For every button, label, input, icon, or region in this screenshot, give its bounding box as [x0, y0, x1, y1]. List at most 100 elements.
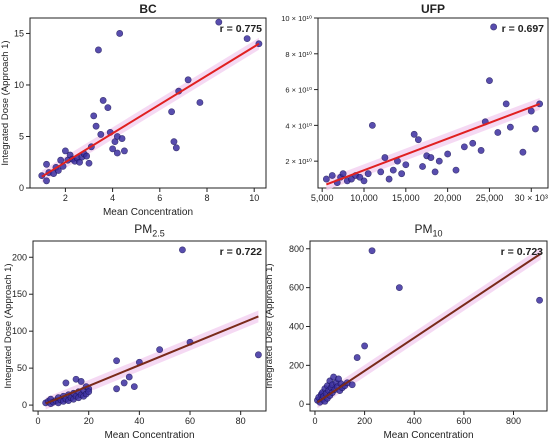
data-point	[398, 170, 406, 178]
data-point	[172, 144, 180, 152]
x-axis-label: Mean Concentration	[103, 207, 193, 218]
data-point	[243, 35, 251, 43]
chart-title-main: PM	[414, 222, 433, 236]
data-point	[116, 30, 124, 37]
y-tick-label: 200	[289, 360, 304, 370]
x-axis-label: Mean Concentration	[383, 430, 473, 441]
data-point	[90, 112, 98, 120]
y-tick-label: 600	[289, 283, 304, 293]
data-point	[43, 160, 50, 168]
x-tick-label: 2	[63, 193, 68, 203]
data-point	[414, 136, 422, 144]
data-point	[170, 138, 178, 146]
data-point	[348, 381, 356, 389]
y-tick-label: 0	[299, 399, 304, 409]
y-tick-label: 800	[289, 244, 304, 254]
data-point	[43, 177, 50, 185]
data-point	[469, 139, 477, 147]
data-point	[532, 125, 539, 133]
data-point	[113, 357, 120, 365]
data-point	[402, 161, 410, 169]
data-point	[460, 143, 468, 151]
x-tick-label: 25,000	[476, 193, 504, 203]
chart-title: PM2.5	[33, 222, 266, 238]
y-tick-label: 6 × 10¹⁰	[285, 86, 312, 95]
x-tick-label: 80	[236, 416, 246, 426]
y-tick-label: 5	[19, 131, 24, 141]
data-point	[97, 131, 105, 138]
chart-title: BC	[139, 2, 157, 16]
data-point	[364, 170, 372, 178]
data-point	[494, 129, 502, 136]
regression-line	[316, 252, 542, 404]
data-point	[120, 379, 128, 387]
y-tick-label: 150	[12, 289, 27, 299]
y-tick-label: 10 × 10¹⁰	[281, 14, 312, 23]
x-tick-label: 40	[134, 416, 144, 426]
data-point	[385, 175, 393, 183]
data-point	[85, 388, 93, 396]
data-point	[368, 121, 376, 129]
y-tick-label: 400	[289, 321, 304, 331]
y-axis-label: Integrated Dose (Approach 1)	[3, 263, 14, 388]
y-tick-label: 4 × 10¹⁰	[285, 121, 312, 130]
y-axis-label: Integrated Dose (Approach 1)	[0, 40, 11, 165]
x-tick-label: 6	[157, 193, 162, 203]
y-tick-label: 15	[14, 28, 24, 38]
chart-title: PM10	[310, 222, 547, 238]
data-point	[427, 154, 435, 161]
y-tick-label: 0	[19, 183, 24, 193]
plot-area: 0 200 400 600 800 0 200 400 600 800 r = 0.723 Mean …	[264, 240, 548, 441]
y-tick-label: 50	[17, 363, 27, 373]
regression-line	[326, 102, 540, 186]
x-tick-label: 30 × 10³	[515, 193, 548, 203]
data-point	[83, 152, 91, 160]
data-point	[156, 346, 164, 354]
data-point	[361, 342, 368, 350]
x-tick-label: 800	[506, 416, 521, 426]
y-tick-label: 0	[22, 400, 27, 410]
data-point	[360, 177, 368, 185]
data-point	[109, 145, 116, 153]
x-tick-label: 600	[456, 416, 471, 426]
x-tick-label: 10,000	[350, 193, 378, 203]
y-tick-label: 100	[12, 326, 27, 336]
data-point	[85, 159, 93, 167]
correlation-label: r = 0.723	[501, 246, 543, 258]
data-point	[322, 175, 330, 183]
y-tick-label: 8 × 10¹⁰	[285, 50, 312, 59]
data-point	[419, 163, 426, 170]
data-point	[255, 351, 262, 359]
data-point	[353, 354, 361, 361]
y-tick-label: 2 × 10¹⁰	[285, 157, 312, 166]
data-point	[486, 77, 493, 85]
data-point	[215, 18, 223, 26]
chart-title-subscript: 10	[432, 228, 443, 239]
data-point	[381, 154, 389, 161]
data-point	[118, 135, 126, 142]
data-point	[519, 148, 527, 156]
data-point	[431, 168, 439, 176]
data-point	[444, 150, 452, 158]
correlation-label: r = 0.775	[220, 23, 262, 35]
regression-line	[45, 315, 259, 405]
x-tick-label: 400	[407, 416, 422, 426]
data-point	[99, 97, 107, 104]
data-point	[196, 99, 204, 106]
data-point	[502, 100, 510, 108]
data-point	[389, 166, 397, 174]
regression-line	[41, 42, 260, 178]
data-point	[339, 170, 347, 178]
data-point	[77, 378, 85, 385]
chart-title-main: PM	[134, 222, 153, 236]
y-tick-label: 200	[12, 252, 27, 262]
y-axis-label: Integrated Dose (Approach 1)	[264, 263, 275, 388]
x-tick-label: 20	[84, 416, 94, 426]
data-point	[477, 147, 485, 154]
x-tick-label: 15,000	[392, 193, 420, 203]
chart-title: UFP	[421, 2, 445, 16]
data-point	[377, 168, 385, 176]
data-point	[328, 172, 336, 179]
data-point	[435, 157, 443, 165]
x-tick-label: 20,000	[434, 193, 462, 203]
